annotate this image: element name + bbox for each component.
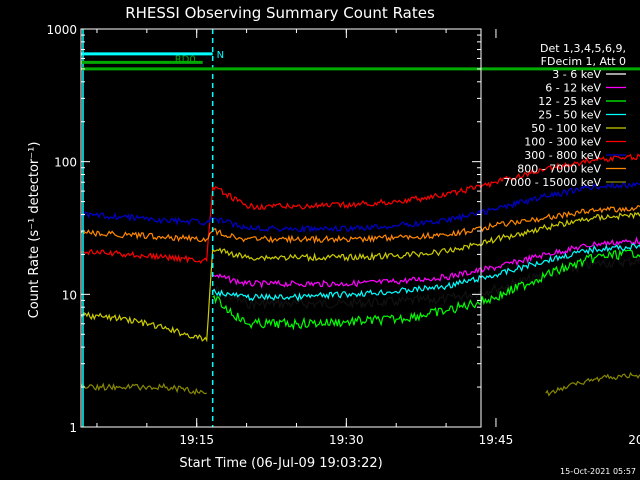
legend-label-3: 25 - 50 keV [538,109,601,122]
legend-label-1: 6 - 12 keV [545,82,601,95]
x-tick-label-0: 19:15 [179,433,214,447]
y-tick-label-0: 1 [69,421,77,435]
legend-label-2: 12 - 25 keV [538,95,601,108]
legend: Det 1,3,4,5,6,9,FDecim 1, Att 03 - 6 keV… [503,42,626,189]
y-tick-label-3: 1000 [46,23,77,37]
footer-date: 15-Oct-2021 05:57 [560,467,636,476]
series-line-4-0 [80,211,640,343]
series-line-7-0 [80,204,640,245]
y-tick-label-2: 100 [54,156,77,170]
x-axis-label: Start Time (06-Jul-09 19:03:22) [179,456,382,471]
legend-header-0: Det 1,3,4,5,6,9, [540,42,626,55]
x-tick-label-1: 19:30 [329,433,364,447]
legend-label-7: 800 - 7000 keV [517,163,601,176]
series-line-6-0 [80,180,640,234]
series-line-3-0 [212,243,640,302]
plot-area: NRD0RD4S [80,29,640,427]
x-tick-label-3: 20:00 [628,433,640,447]
plot-frame [80,28,482,428]
y-axis-label: Count Rate (s⁻¹ detector⁻¹) [27,142,42,319]
legend-label-8: 7000 - 15000 keV [503,176,601,189]
annotation-label-0: N [217,50,224,61]
annotation-label-1: RD0 [175,54,196,65]
y-tick-label-1: 10 [62,288,77,302]
chart-title: RHESSI Observing Summary Count Rates [125,4,435,22]
legend-label-4: 50 - 100 keV [531,122,601,135]
series-line-1-0 [212,236,640,289]
series-line-2-0 [212,249,640,331]
x-tick-label-2: 19:45 [479,433,514,447]
series-line-8-0 [80,382,207,396]
legend-label-6: 300 - 800 keV [524,149,601,162]
legend-label-5: 100 - 300 keV [524,136,601,149]
legend-header-1: FDecim 1, Att 0 [541,55,626,68]
series-line-8-1 [545,371,640,397]
legend-label-0: 3 - 6 keV [552,68,601,81]
series-line-5-0 [80,153,640,265]
